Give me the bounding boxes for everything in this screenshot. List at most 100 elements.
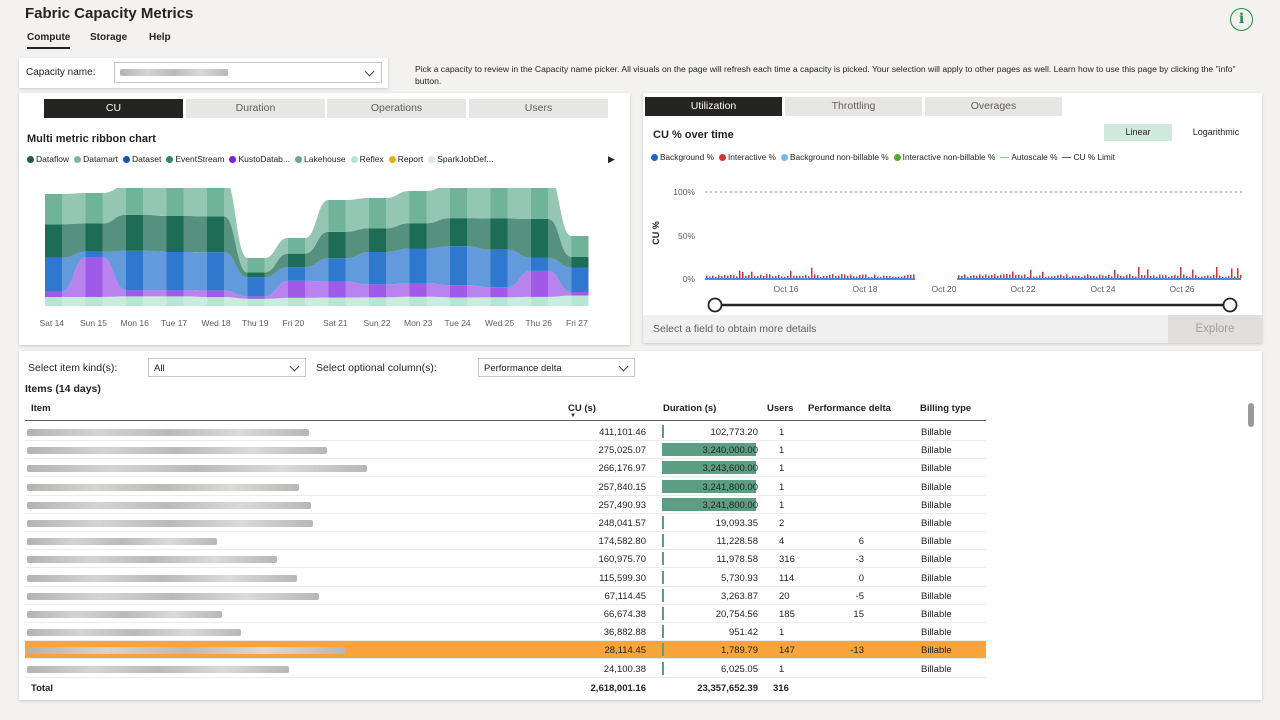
ribbon-band[interactable] <box>264 238 289 273</box>
ribbon-band[interactable] <box>467 188 491 219</box>
ribbon-legend-item[interactable]: Reflex <box>350 154 384 164</box>
ribbon-bar-segment[interactable] <box>490 249 508 288</box>
ribbon-bar-segment[interactable] <box>450 188 467 219</box>
tab-compute[interactable]: Compute <box>27 32 71 49</box>
table-row[interactable]: 67,114.45 3,263.87 20 -5 Billable <box>25 587 986 605</box>
ribbon-band[interactable] <box>467 285 491 298</box>
ribbon-band[interactable] <box>143 250 167 291</box>
ribbon-bar-segment[interactable] <box>45 194 62 225</box>
ribbon-bar-segment[interactable] <box>247 298 265 306</box>
ribbon-bar-segment[interactable] <box>409 296 427 306</box>
ribbon-bar-segment[interactable] <box>531 296 548 306</box>
ribbon-bar-segment[interactable] <box>571 292 589 296</box>
ribbon-bar-segment[interactable] <box>166 188 184 216</box>
ribbon-bar-segment[interactable] <box>207 216 224 253</box>
ribbon-band[interactable] <box>305 297 329 306</box>
ribbon-band[interactable] <box>264 297 289 306</box>
ribbon-band[interactable] <box>386 223 410 252</box>
ribbon-band[interactable] <box>386 248 410 285</box>
ribbon-band[interactable] <box>62 223 86 258</box>
ribbon-bar-segment[interactable] <box>166 290 184 297</box>
ribbon-bar-segment[interactable] <box>409 223 427 249</box>
tab-utilization[interactable]: Utilization <box>645 97 782 116</box>
ribbon-band[interactable] <box>62 193 86 225</box>
ribbon-legend-item[interactable]: SparkJobDef... <box>428 154 493 164</box>
ribbon-bar-segment[interactable] <box>571 236 589 257</box>
ribbon-bar-segment[interactable] <box>85 193 103 224</box>
ribbon-band[interactable] <box>426 283 451 298</box>
ribbon-band[interactable] <box>143 188 167 216</box>
table-row[interactable]: 115,599.30 5,730.93 114 0 Billable <box>25 569 986 587</box>
ribbon-band[interactable] <box>507 188 532 219</box>
ribbon-bar-segment[interactable] <box>207 188 224 217</box>
ribbon-legend-item[interactable]: Report <box>388 154 423 164</box>
ribbon-band[interactable] <box>386 296 410 306</box>
col-item[interactable]: Item <box>31 403 51 414</box>
col-performance-delta[interactable]: Performance delta <box>808 403 891 414</box>
ribbon-band[interactable] <box>548 257 572 292</box>
ribbon-legend-item[interactable]: Lakehouse <box>295 154 346 164</box>
item-kind-dropdown[interactable]: All <box>148 358 306 377</box>
ribbon-bar-segment[interactable] <box>328 200 346 232</box>
ribbon-band[interactable] <box>183 296 208 306</box>
ribbon-band[interactable] <box>264 253 289 278</box>
tab-help[interactable]: Help <box>149 32 171 43</box>
ribbon-band[interactable] <box>548 188 572 257</box>
table-row[interactable]: 275,025.07 3,240,000.00 1 Billable <box>25 441 986 460</box>
ribbon-band[interactable] <box>345 198 370 232</box>
ribbon-band[interactable] <box>507 270 532 298</box>
ribbon-bar-segment[interactable] <box>288 280 305 298</box>
ribbon-band[interactable] <box>224 188 248 273</box>
ribbon-bar-segment[interactable] <box>328 258 346 282</box>
table-row[interactable]: 28,114.45 1,789.79 147 -13 Billable <box>25 641 986 660</box>
ribbon-band[interactable] <box>305 280 329 298</box>
cu-legend-item[interactable]: Autoscale % <box>1000 152 1057 162</box>
ribbon-bar-segment[interactable] <box>166 296 184 306</box>
ribbon-band[interactable] <box>62 257 86 298</box>
cu-chart-plot[interactable]: CU % 100% 50% 0% Oct 16 Oct 18 Oct 20 Oct 22 Oct… <box>643 173 1262 315</box>
ribbon-bar-segment[interactable] <box>571 295 589 307</box>
ribbon-band[interactable] <box>507 218 532 258</box>
ribbon-band[interactable] <box>102 250 127 291</box>
ribbon-bar-segment[interactable] <box>450 246 467 286</box>
ribbon-bar-segment[interactable] <box>288 238 305 254</box>
table-row[interactable]: 174,582.80 11,228.58 4 6 Billable <box>25 532 986 551</box>
table-row[interactable]: 266,176.97 3,243,600.00 1 Billable <box>25 459 986 478</box>
ribbon-band[interactable] <box>305 200 329 254</box>
table-row[interactable]: 257,840.15 3,241,800.00 1 Billable <box>25 478 986 496</box>
slider-handle[interactable] <box>707 297 723 313</box>
ribbon-band[interactable] <box>143 296 167 306</box>
ribbon-band[interactable] <box>426 218 451 249</box>
ribbon-bar-segment[interactable] <box>450 218 467 247</box>
ribbon-bar-segment[interactable] <box>45 297 62 306</box>
ribbon-bar-segment[interactable] <box>288 253 305 268</box>
ribbon-bar-segment[interactable] <box>571 267 589 293</box>
ribbon-band[interactable] <box>183 216 208 253</box>
ribbon-bar-segment[interactable] <box>45 291 62 298</box>
info-icon[interactable]: i <box>1230 8 1253 31</box>
ribbon-band[interactable] <box>507 249 532 288</box>
ribbon-bar-segment[interactable] <box>126 290 143 297</box>
ribbon-band[interactable] <box>467 218 491 250</box>
ribbon-band[interactable] <box>62 251 86 292</box>
ribbon-band[interactable] <box>305 258 329 282</box>
ribbon-band[interactable] <box>224 252 248 297</box>
ribbon-band[interactable] <box>467 246 491 288</box>
table-row[interactable]: 160,975.70 11,978.58 316 -3 Billable <box>25 550 986 569</box>
ribbon-bar-segment[interactable] <box>85 257 103 297</box>
table-scrollbar[interactable] <box>1248 403 1254 427</box>
ribbon-band[interactable] <box>62 296 86 306</box>
cu-legend-item[interactable]: Interactive % <box>718 152 776 162</box>
ribbon-bar-segment[interactable] <box>126 188 143 215</box>
ribbon-band[interactable] <box>386 191 410 229</box>
slider-handle[interactable] <box>1222 297 1238 313</box>
table-row[interactable]: 411,101.46 102,773.20 1 Billable <box>25 423 986 441</box>
table-row[interactable]: 24,100.38 6,025.05 1 Billable <box>25 660 986 678</box>
ribbon-bar-segment[interactable] <box>328 281 346 298</box>
ribbon-bar-segment[interactable] <box>409 283 427 297</box>
ribbon-band[interactable] <box>345 281 370 298</box>
ribbon-band[interactable] <box>426 188 451 224</box>
ribbon-band[interactable] <box>143 214 167 252</box>
ribbon-legend-item[interactable]: Dataflow <box>27 154 69 164</box>
logarithmic-toggle[interactable]: Logarithmic <box>1192 127 1240 137</box>
